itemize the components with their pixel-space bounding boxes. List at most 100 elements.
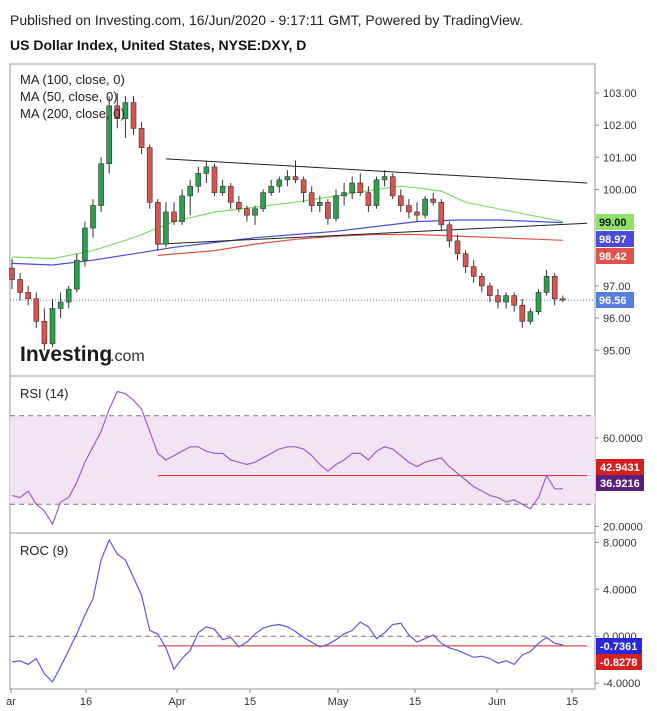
roc-line	[11, 538, 563, 684]
candle-body	[195, 173, 202, 187]
roc-tick-label: -4.0000	[603, 678, 640, 690]
roc-tick-label: 4.0000	[603, 584, 637, 596]
price-label-ma50-bg	[596, 214, 634, 230]
investing-logo: Investing .com	[20, 343, 145, 366]
x-tick-label: ar	[6, 696, 16, 708]
price-label-ma100: 98.97	[599, 234, 627, 246]
candle-body	[430, 198, 437, 203]
candle-body	[373, 179, 380, 206]
rsi-band	[10, 415, 595, 505]
price-label-ma200: 98.42	[599, 251, 627, 263]
candle-body	[462, 253, 469, 267]
candle-body	[219, 185, 226, 193]
candle-body	[187, 185, 193, 197]
candle-body	[495, 295, 501, 303]
candle-body	[236, 202, 242, 210]
candle-body	[106, 105, 112, 165]
rsi-pane[interactable]: 60.0000 20.0000 42.9431 36.9216	[10, 390, 644, 534]
rsi-tick-label: 20.0000	[603, 521, 643, 533]
candle-body	[406, 205, 412, 213]
candle-body	[74, 259, 80, 290]
price-label-ma200-bg	[596, 248, 634, 264]
candle-body	[381, 176, 388, 181]
candle-body	[559, 298, 566, 301]
price-label-last: 96.56	[599, 295, 627, 307]
candle-body	[300, 179, 307, 193]
price-tick-label: 102.00	[603, 120, 637, 132]
price-tick-label: 96.00	[603, 313, 631, 325]
price-tick-label: 100.00	[603, 184, 637, 196]
rsi-tick-label: 60.0000	[603, 433, 643, 445]
candle-body	[171, 211, 177, 222]
x-tick-label: 15	[244, 696, 256, 708]
candle-body	[389, 176, 396, 197]
roc-value-label: -0.7361	[600, 641, 637, 653]
triangle-upper-trendline	[165, 158, 588, 184]
candle-body	[130, 102, 137, 129]
candle-body	[9, 267, 15, 280]
published-line: Published on Investing.com, 16/Jun/2020 …	[10, 12, 524, 28]
roc-title: ROC (9)	[20, 543, 68, 558]
candle-body	[535, 292, 542, 312]
candle-body	[470, 266, 477, 277]
roc-value-label-bg	[596, 638, 642, 654]
candle-body	[146, 147, 153, 203]
candle-body	[260, 192, 266, 210]
candle-body	[211, 166, 218, 193]
candle-body	[333, 195, 339, 219]
candle-body	[454, 240, 461, 255]
candle-body	[98, 163, 104, 206]
candle-body	[252, 208, 258, 216]
candle-body	[203, 166, 210, 174]
roc-value-label-bg	[596, 654, 642, 670]
candle-body	[341, 192, 347, 197]
candle-body	[438, 202, 445, 226]
price-tick-label: 95.00	[603, 345, 631, 357]
candle-body	[41, 321, 48, 345]
rsi-value-label: 36.9216	[600, 478, 640, 490]
rsi-title: RSI (14)	[20, 386, 68, 401]
x-tick-label: Jun	[488, 696, 506, 708]
candle-body	[325, 202, 331, 219]
chart-title: US Dollar Index, United States, NYSE:DXY…	[10, 37, 307, 53]
price-tick-label: 103.00	[603, 88, 637, 100]
candle-body	[511, 295, 518, 306]
roc-tick-label: 8.0000	[603, 537, 637, 549]
candle-body	[519, 304, 526, 322]
candle-body	[503, 295, 509, 303]
candle-body	[57, 301, 64, 309]
x-tick-label: 15	[566, 696, 578, 708]
logo-suffix: .com	[110, 348, 145, 365]
candle-body	[25, 292, 32, 300]
candle-body	[163, 211, 169, 245]
rsi-line	[11, 390, 563, 526]
candle-body	[179, 195, 185, 222]
candle-body	[316, 202, 323, 206]
candle-body	[487, 285, 493, 296]
price-pane[interactable]: 103.00 102.00 101.00 100.00 97.00 96.00 95.00 9…	[9, 88, 637, 357]
candle-body	[65, 288, 72, 303]
roc-value-label: -0.8278	[600, 657, 637, 669]
rsi-value-label: 42.9431	[600, 462, 640, 474]
legend-ma100: MA (100, close, 0)	[20, 72, 125, 87]
price-tick-label: 101.00	[603, 152, 637, 164]
ma100-line	[11, 219, 563, 266]
x-tick-label: Apr	[168, 696, 185, 708]
candle-body	[90, 205, 96, 229]
candle-body	[138, 128, 145, 148]
triangle-lower-trendline	[157, 222, 588, 245]
candle-body	[527, 311, 534, 322]
price-label-ma100-bg	[596, 231, 634, 247]
candle-body	[308, 192, 315, 206]
candle-body	[551, 275, 558, 300]
x-tick-label: 16	[80, 696, 92, 708]
candle-body	[543, 275, 550, 293]
candle-body	[268, 185, 275, 193]
price-label-last-bg	[596, 292, 634, 308]
candle-body	[414, 211, 420, 216]
rsi-value-label-bg	[596, 459, 644, 475]
candle-body	[82, 227, 88, 261]
x-axis: ar 16 Apr 15 May 15 Jun 15	[6, 689, 578, 708]
